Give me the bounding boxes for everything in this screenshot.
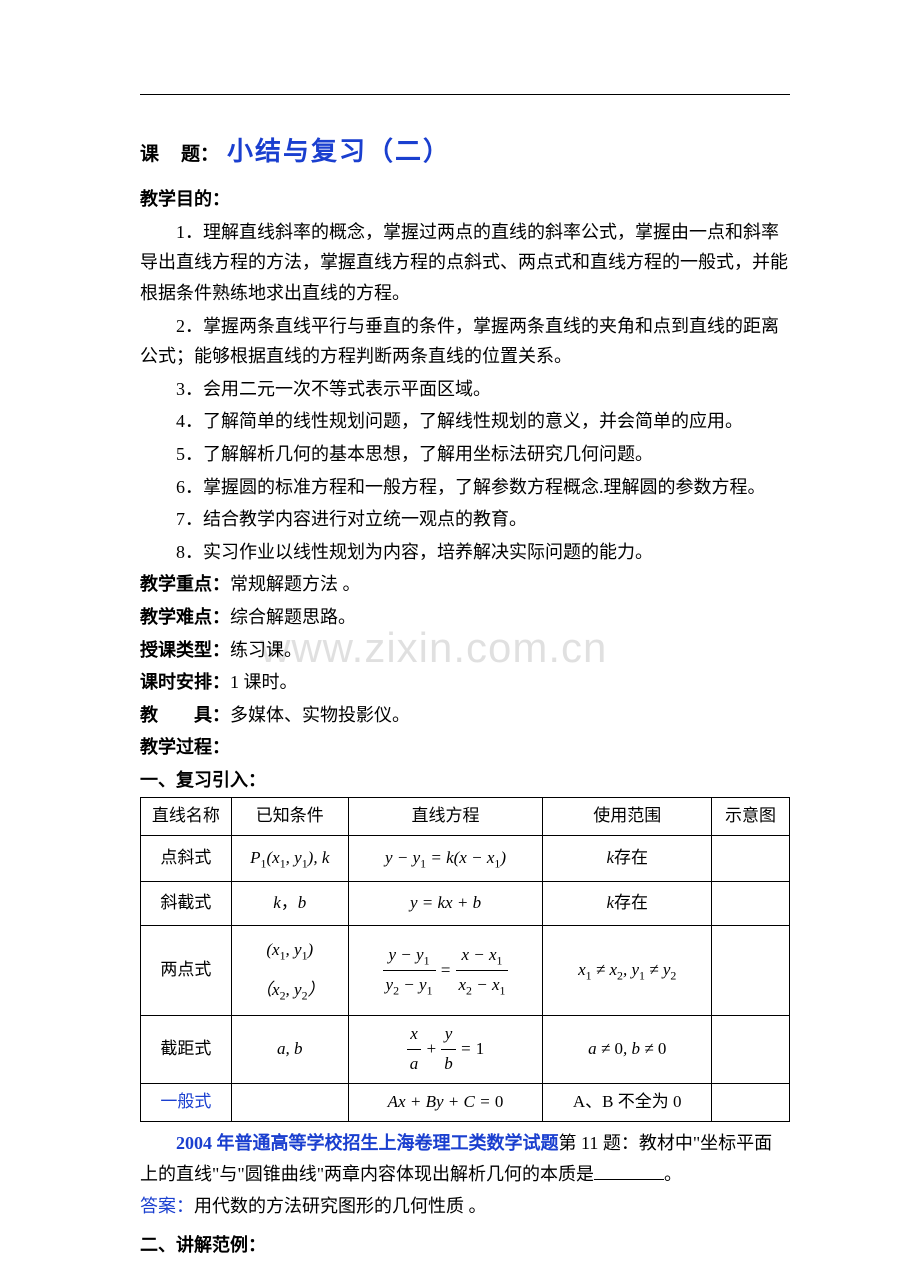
question-11: 2004 年普通高等学校招生上海卷理工类数学试题第 11 题：教材中"坐标平面上… (140, 1128, 790, 1189)
r1-range: k存在 (543, 836, 712, 882)
page-content: 课 题： 小结与复习（二） 教学目的： 1．理解直线斜率的概念，掌握过两点的直线… (140, 130, 790, 1260)
r5-name: 一般式 (141, 1084, 232, 1122)
r2-diag (712, 882, 790, 926)
blank-underline (594, 1179, 664, 1180)
objective-3: 3．会用二元一次不等式表示平面区域。 (140, 374, 790, 405)
objective-8: 8．实习作业以线性规划为内容，培养解决实际问题的能力。 (140, 537, 790, 568)
section-examples: 二、讲解范例： (140, 1230, 790, 1261)
r4-cond: a, b (231, 1016, 348, 1084)
kv-label-1: 教学难点： (140, 607, 230, 627)
th-range: 使用范围 (543, 798, 712, 836)
kv-row-1: 教学难点：综合解题思路。 (140, 602, 790, 633)
r3-range: x1 ≠ x2, y1 ≠ y2 (543, 926, 712, 1016)
r3-name: 两点式 (141, 926, 232, 1016)
table-row-2: 斜截式 k，b y = kx + b k存在 (141, 882, 790, 926)
r5-range: A、B 不全为 0 (543, 1084, 712, 1122)
kv-val-0: 常规解题方法 。 (230, 574, 361, 594)
r4-diag (712, 1016, 790, 1084)
title-row: 课 题： 小结与复习（二） (140, 130, 790, 174)
th-eq: 直线方程 (348, 798, 543, 836)
kv-row-5: 教学过程： (140, 732, 790, 763)
th-name: 直线名称 (141, 798, 232, 836)
objective-7: 7．结合教学内容进行对立统一观点的教育。 (140, 504, 790, 535)
kv-label-4: 教 具： (140, 705, 230, 725)
line-forms-table: 直线名称 已知条件 直线方程 使用范围 示意图 点斜式 P1(x1, y1), … (140, 797, 790, 1122)
kv-val-1: 综合解题思路。 (230, 607, 356, 627)
objective-5: 5．了解解析几何的基本思想，了解用坐标法研究几何问题。 (140, 439, 790, 470)
r1-name: 点斜式 (141, 836, 232, 882)
r1-eq: y − y1 = k(x − x1) (348, 836, 543, 882)
r1-cond: P1(x1, y1), k (231, 836, 348, 882)
answer-val: 用代数的方法研究图形的几何性质 。 (194, 1196, 487, 1216)
objective-4: 4．了解简单的线性规划问题，了解线性规划的意义，并会简单的应用。 (140, 406, 790, 437)
title-cursive: 小结与复习（二） (227, 130, 451, 174)
table-head-row: 直线名称 已知条件 直线方程 使用范围 示意图 (141, 798, 790, 836)
kv-row-0: 教学重点：常规解题方法 。 (140, 569, 790, 600)
objectives-label: 教学目的： (140, 184, 790, 215)
table-row-4: 截距式 a, b xa + yb = 1 a ≠ 0, b ≠ 0 (141, 1016, 790, 1084)
kv-row-4: 教 具：多媒体、实物投影仪。 (140, 700, 790, 731)
title-prefix: 课 (140, 139, 173, 171)
r2-cond: k，b (231, 882, 348, 926)
th-diag: 示意图 (712, 798, 790, 836)
title-prefix2: 题： (181, 139, 219, 171)
top-rule (140, 94, 790, 95)
objective-6: 6．掌握圆的标准方程和一般方程，了解参数方程概念.理解圆的参数方程。 (140, 472, 790, 503)
r3-diag (712, 926, 790, 1016)
th-cond: 已知条件 (231, 798, 348, 836)
r3-cond: (x1, y1) （x2, y2） (231, 926, 348, 1016)
r3-eq: y − y1y2 − y1 = x − x1x2 − x1 (348, 926, 543, 1016)
table-row-1: 点斜式 P1(x1, y1), k y − y1 = k(x − x1) k存在 (141, 836, 790, 882)
r5-cond (231, 1084, 348, 1122)
kv-label-0: 教学重点： (140, 574, 230, 594)
q11-lead: 2004 年普通高等学校招生上海卷理工类数学试题 (176, 1133, 559, 1153)
r2-name: 斜截式 (141, 882, 232, 926)
table-row-5: 一般式 Ax + By + C = 0 A、B 不全为 0 (141, 1084, 790, 1122)
r5-diag (712, 1084, 790, 1122)
r1-diag (712, 836, 790, 882)
r2-range: k存在 (543, 882, 712, 926)
r4-name: 截距式 (141, 1016, 232, 1084)
kv-row-3: 课时安排：1 课时。 (140, 667, 790, 698)
table-row-3: 两点式 (x1, y1) （x2, y2） y − y1y2 − y1 = x … (141, 926, 790, 1016)
kv-val-3: 1 课时。 (230, 672, 298, 692)
r4-eq: xa + yb = 1 (348, 1016, 543, 1084)
objective-1: 1．理解直线斜率的概念，掌握过两点的直线的斜率公式，掌握由一点和斜率导出直线方程… (140, 217, 790, 309)
r2-eq: y = kx + b (348, 882, 543, 926)
r4-range: a ≠ 0, b ≠ 0 (543, 1016, 712, 1084)
kv-val-2: 练习课。 (230, 640, 302, 660)
q11-end: 。 (664, 1164, 682, 1184)
kv-val-4: 多媒体、实物投影仪。 (230, 705, 410, 725)
kv-label-2: 授课类型： (140, 640, 230, 660)
kv-label-5: 教学过程： (140, 737, 230, 757)
objective-2: 2．掌握两条直线平行与垂直的条件，掌握两条直线的夹角和点到直线的距离公式；能够根… (140, 311, 790, 372)
kv-label-3: 课时安排： (140, 672, 230, 692)
kv-row-2: 授课类型：练习课。 (140, 635, 790, 666)
r5-eq: Ax + By + C = 0 (348, 1084, 543, 1122)
answer-label: 答案： (140, 1196, 194, 1216)
answer-row: 答案：用代数的方法研究图形的几何性质 。 (140, 1191, 790, 1222)
section-review: 一、复习引入： (140, 765, 790, 796)
